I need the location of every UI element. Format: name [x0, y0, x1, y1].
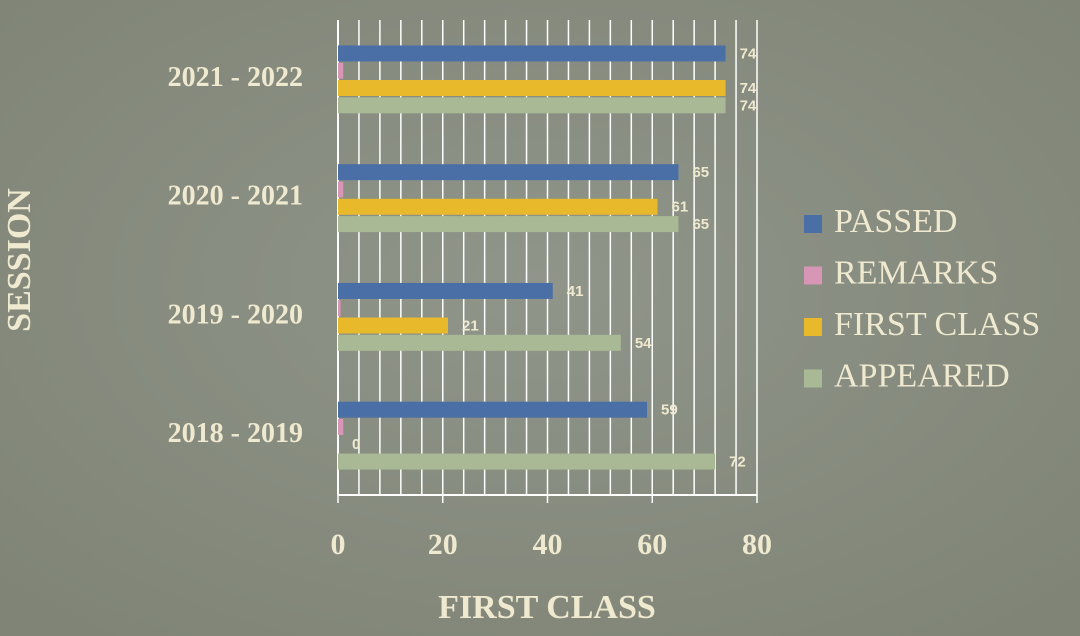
data-label: 61	[671, 199, 688, 216]
bar	[338, 317, 448, 334]
bar	[338, 453, 716, 470]
bar	[338, 401, 648, 418]
data-label: 65	[692, 216, 709, 233]
bar	[338, 334, 621, 351]
x-tick-label: 0	[331, 528, 346, 561]
x-tick-label: 60	[637, 528, 667, 561]
data-label: 54	[635, 335, 652, 352]
data-label: 74	[740, 80, 757, 97]
legend-swatch	[804, 215, 822, 233]
x-tick-label: 80	[742, 528, 772, 561]
data-label: 65	[692, 164, 709, 181]
bar	[338, 216, 679, 233]
bar	[338, 80, 726, 97]
data-label: 41	[567, 283, 584, 300]
y-tick-label: 2019 - 2020	[168, 299, 303, 330]
bar	[338, 164, 679, 181]
bar	[338, 181, 344, 198]
legend-label: REMARKS	[834, 254, 998, 291]
x-tick-label: 40	[533, 528, 563, 561]
bar	[338, 198, 658, 215]
legend-swatch	[804, 266, 822, 285]
data-label: 72	[729, 454, 746, 471]
y-tick-label: 2021 - 2022	[168, 62, 303, 93]
x-axis-title: FIRST CLASS	[438, 589, 656, 626]
y-axis-title: SESSION	[1, 188, 38, 332]
bar	[338, 300, 341, 317]
data-label: 0	[352, 436, 360, 453]
bar	[338, 97, 726, 114]
data-label: 59	[661, 402, 678, 419]
legend-label: APPEARED	[834, 357, 1010, 394]
data-label: 74	[740, 45, 757, 62]
bar	[338, 45, 726, 62]
y-tick-label: 2018 - 2019	[168, 418, 303, 449]
x-tick-label: 20	[428, 528, 458, 561]
y-tick-label: 2020 - 2021	[168, 181, 303, 212]
bar	[338, 282, 553, 299]
legend-label: PASSED	[834, 203, 957, 240]
data-label: 21	[462, 317, 479, 334]
bar	[338, 62, 344, 79]
bar	[338, 418, 344, 435]
legend-label: FIRST CLASS	[834, 306, 1040, 343]
data-label: 74	[740, 97, 757, 114]
legend-swatch	[804, 369, 822, 388]
legend-swatch	[804, 318, 822, 336]
